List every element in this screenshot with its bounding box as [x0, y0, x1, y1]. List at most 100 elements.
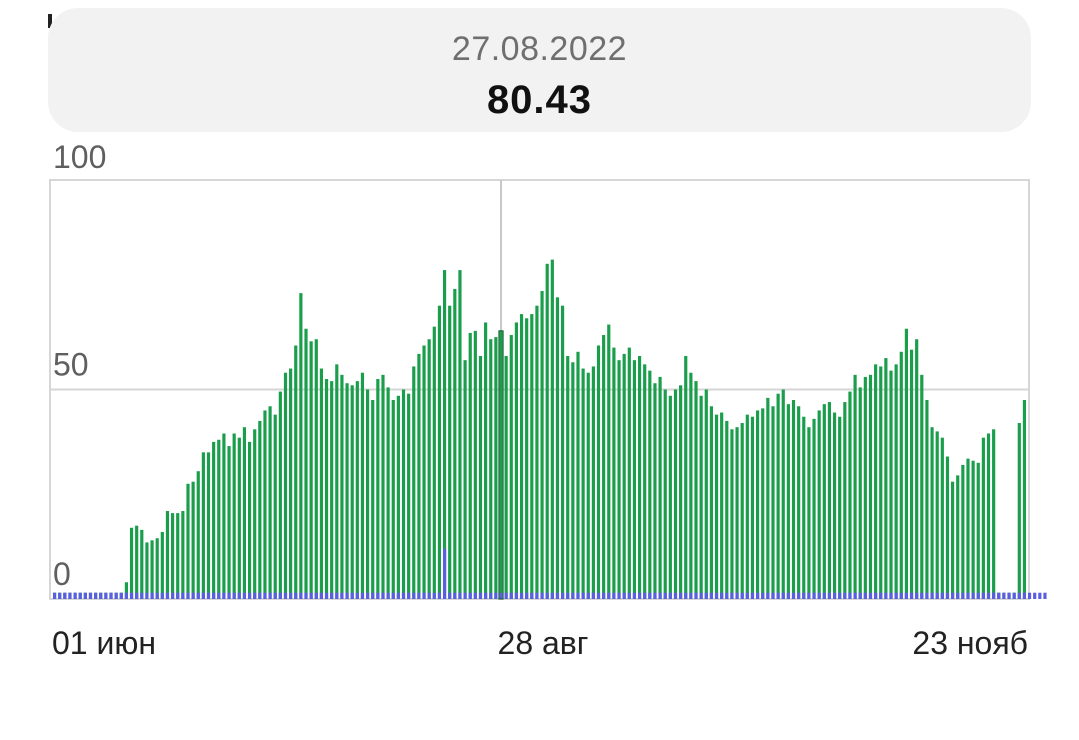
bar-blue[interactable]	[976, 592, 980, 599]
bar-green[interactable]	[986, 433, 991, 600]
bar-blue[interactable]	[109, 592, 113, 599]
bar-green[interactable]	[586, 372, 590, 599]
bar-blue[interactable]	[889, 592, 893, 599]
bar-blue[interactable]	[540, 592, 544, 599]
bar-green[interactable]	[838, 416, 842, 599]
bar-blue[interactable]	[1007, 592, 1011, 599]
bar-blue[interactable]	[832, 592, 837, 599]
bar-green[interactable]	[217, 439, 221, 599]
bar-blue[interactable]	[750, 592, 755, 599]
bar-green[interactable]	[612, 347, 616, 599]
bar-blue[interactable]	[961, 592, 965, 599]
bar-green[interactable]	[786, 404, 790, 599]
bar-green[interactable]	[714, 414, 719, 599]
bar-blue[interactable]	[294, 592, 298, 599]
bar-green[interactable]	[776, 393, 780, 599]
bar-green[interactable]	[366, 389, 370, 600]
bar-blue[interactable]	[242, 592, 247, 599]
bar-green[interactable]	[981, 437, 985, 599]
bar-green[interactable]	[360, 372, 365, 599]
bar-green[interactable]	[273, 414, 277, 599]
bar-blue[interactable]	[704, 592, 708, 599]
bar-green[interactable]	[889, 370, 893, 599]
bar-green[interactable]	[730, 429, 734, 599]
bar-blue[interactable]	[607, 592, 611, 599]
bar-green[interactable]	[212, 441, 216, 600]
bar-blue[interactable]	[58, 592, 62, 599]
bar-green[interactable]	[494, 337, 498, 600]
bar-blue[interactable]	[504, 592, 508, 599]
bar-blue[interactable]	[73, 592, 77, 599]
bar-green[interactable]	[519, 314, 524, 599]
bar-blue[interactable]	[986, 592, 991, 599]
bar-blue[interactable]	[186, 592, 190, 599]
bar-green[interactable]	[807, 427, 811, 599]
bar-green[interactable]	[791, 399, 796, 599]
bar-blue[interactable]	[756, 592, 760, 599]
bar-green[interactable]	[766, 397, 770, 599]
bar-blue[interactable]	[247, 592, 252, 599]
bar-green[interactable]	[350, 385, 354, 599]
bar-green[interactable]	[340, 374, 344, 599]
bar-blue[interactable]	[268, 592, 272, 599]
bar-blue[interactable]	[766, 592, 770, 599]
bar-blue[interactable]	[453, 592, 457, 599]
bar-green[interactable]	[330, 381, 334, 599]
bar-green[interactable]	[694, 381, 698, 599]
bar-green[interactable]	[309, 341, 313, 599]
bar-green[interactable]	[689, 372, 693, 599]
bar-blue[interactable]	[797, 592, 801, 599]
bar-blue[interactable]	[879, 592, 883, 599]
bar-green[interactable]	[653, 383, 657, 599]
bar-blue[interactable]	[135, 592, 139, 599]
bar-green[interactable]	[391, 399, 395, 599]
bar-green[interactable]	[576, 351, 580, 599]
bar-blue[interactable]	[396, 592, 400, 599]
bar-green[interactable]	[812, 418, 816, 599]
bar-green[interactable]	[602, 335, 606, 599]
bar-blue[interactable]	[227, 592, 231, 599]
bar-blue[interactable]	[468, 592, 472, 599]
bar-green[interactable]	[643, 364, 647, 599]
bar-blue[interactable]	[437, 592, 442, 599]
bar-green[interactable]	[668, 395, 672, 599]
bar-blue[interactable]	[925, 592, 929, 599]
bar-blue[interactable]	[525, 592, 529, 599]
bar-green[interactable]	[206, 452, 211, 599]
bar-green[interactable]	[145, 542, 149, 599]
bar-green[interactable]	[848, 391, 852, 599]
bar-green[interactable]	[458, 270, 462, 599]
bar-green[interactable]	[874, 364, 878, 599]
bar-blue[interactable]	[519, 592, 524, 599]
bar-blue[interactable]	[350, 592, 354, 599]
bar-blue[interactable]	[160, 592, 164, 599]
bar-blue[interactable]	[627, 592, 631, 599]
bar-green[interactable]	[720, 412, 724, 599]
bar-green[interactable]	[253, 429, 257, 599]
bar-blue[interactable]	[176, 592, 180, 599]
bar-blue[interactable]	[935, 592, 939, 599]
bar-green[interactable]	[355, 381, 359, 599]
bar-green[interactable]	[222, 433, 226, 600]
bar-blue[interactable]	[586, 592, 590, 599]
bar-blue[interactable]	[884, 592, 888, 599]
bar-blue[interactable]	[412, 592, 416, 599]
bar-green[interactable]	[566, 355, 570, 599]
bar-green[interactable]	[504, 355, 508, 599]
bar-green[interactable]	[704, 389, 708, 600]
bar-blue[interactable]	[299, 592, 303, 599]
bar-green[interactable]	[1017, 423, 1021, 599]
bar-green[interactable]	[401, 389, 406, 600]
bar-blue[interactable]	[206, 592, 211, 599]
bar-green[interactable]	[278, 391, 282, 599]
bar-blue[interactable]	[289, 592, 293, 599]
bar-blue[interactable]	[966, 592, 970, 599]
bar-blue[interactable]	[401, 592, 406, 599]
bar-green[interactable]	[945, 456, 950, 599]
bar-green[interactable]	[442, 270, 447, 599]
bar-green[interactable]	[247, 441, 252, 600]
bar-green[interactable]	[525, 318, 529, 599]
bar-blue[interactable]	[99, 592, 103, 599]
bar-green[interactable]	[386, 387, 390, 599]
